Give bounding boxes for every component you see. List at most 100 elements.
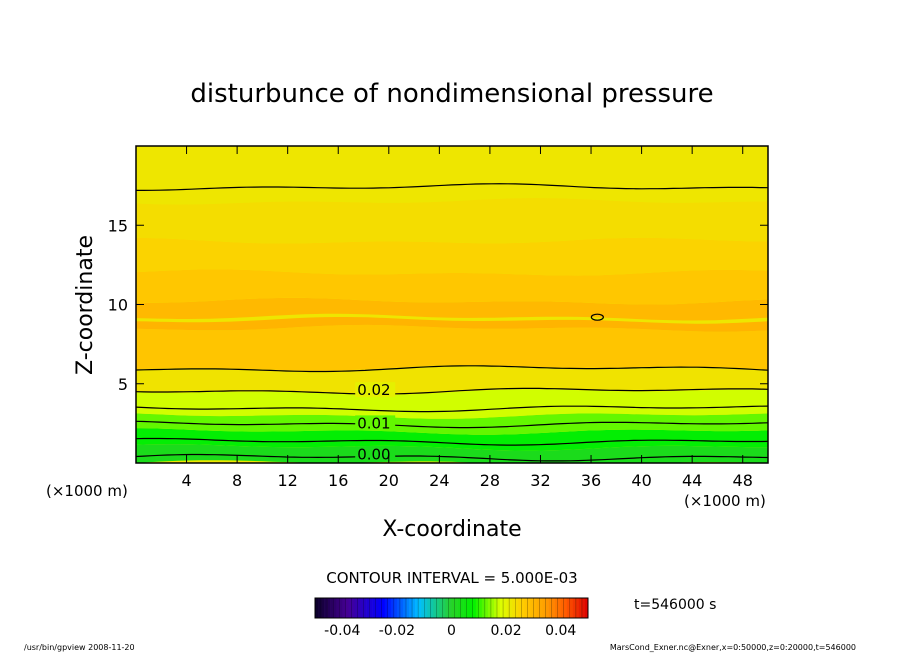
colorbar-cell: [430, 598, 434, 618]
colorbar-cell: [333, 598, 337, 618]
colorbar-cell: [530, 598, 534, 618]
colorbar-cell: [390, 598, 395, 618]
colorbar-cell: [330, 598, 334, 618]
contour-band: [136, 324, 768, 371]
x-axis-label: X-coordinate: [382, 517, 521, 542]
colorbar-cell: [324, 598, 328, 618]
colorbar-cell: [554, 598, 558, 618]
x-tick-label: 12: [278, 471, 298, 490]
colorbar-cell: [566, 598, 571, 618]
x-tick-label: 4: [181, 471, 191, 490]
contour-band: [136, 389, 768, 419]
colorbar-cell: [372, 598, 376, 618]
x-tick-label: 8: [232, 471, 242, 490]
colorbar-cell: [557, 598, 561, 618]
x-tick-label: 16: [328, 471, 348, 490]
x-tick-label: 24: [429, 471, 449, 490]
contour-band: [136, 269, 768, 305]
colorbar-cell: [415, 598, 419, 618]
colorbar-cell: [548, 598, 552, 618]
contour-line: [136, 405, 768, 413]
colorbar-cell: [327, 598, 331, 618]
colorbar-cell: [475, 598, 480, 618]
contour-interval-label: CONTOUR INTERVAL = 5.000E-03: [326, 569, 577, 587]
colorbar-cell: [345, 598, 349, 618]
colorbar-cell: [469, 598, 474, 618]
colorbar-cell: [500, 598, 504, 618]
colorbar-cell: [503, 598, 507, 618]
colorbar-cell: [518, 598, 522, 618]
chart-title: disturbunce of nondimensional pressure: [190, 79, 713, 109]
contour-label: 0.02: [357, 381, 390, 399]
colorbar-cell: [384, 598, 389, 618]
colorbar-cell: [387, 598, 392, 618]
contour-line: [136, 183, 768, 191]
colorbar-cell: [381, 598, 386, 618]
colorbar-cell: [363, 598, 367, 618]
colorbar-tick-labels: -0.04 -0.02 0 0.02 0.04: [324, 623, 576, 639]
colorbar-cell: [497, 598, 501, 618]
contour-band: [136, 297, 768, 321]
x-tick-label: 28: [480, 471, 500, 490]
contour-lines: [136, 183, 768, 462]
colorbar-cell: [539, 598, 543, 618]
colorbar-cell: [409, 598, 413, 618]
colorbar-cell: [466, 598, 470, 618]
contour-band: [136, 198, 768, 244]
colorbar-cell: [348, 598, 352, 618]
colorbar-cell: [527, 598, 531, 618]
x-tick-label: 48: [733, 471, 753, 490]
footer-right: MarsCond_Exner.nc@Exner,x=0:50000,z=0:20…: [610, 643, 856, 652]
contour-label: 0.00: [357, 445, 390, 463]
colorbar-cell: [460, 598, 464, 618]
colorbar-tick-label: 0.04: [545, 623, 576, 639]
colorbar-cell: [542, 598, 546, 618]
colorbar-cell: [524, 598, 528, 618]
contour-line: [136, 365, 768, 373]
x-unit-right: (×1000 m): [684, 492, 766, 510]
colorbar-cell: [448, 598, 452, 618]
contour-line: [136, 387, 768, 395]
colorbar-cell: [321, 598, 325, 618]
x-tick-label: 32: [530, 471, 550, 490]
colorbar-cell: [472, 598, 477, 618]
colorbar-cell: [421, 598, 425, 618]
colorbar-cell: [402, 598, 407, 618]
contour-label-bg: [355, 415, 396, 431]
colorbar-cell: [427, 598, 431, 618]
x-tick-label: 36: [581, 471, 601, 490]
colorbar-cell: [357, 598, 361, 618]
contour-band: [136, 237, 768, 276]
contour-fill: [136, 146, 768, 463]
colorbar-tick-label: -0.04: [324, 623, 360, 639]
colorbar-cell: [481, 598, 486, 618]
colorbar-cell: [406, 598, 410, 618]
colorbar: [314, 598, 589, 618]
y-tick-label: 5: [118, 375, 128, 394]
contour-band: [136, 317, 768, 332]
colorbar-cell: [563, 598, 568, 618]
colorbar-cell: [436, 598, 440, 618]
colorbar-cell: [478, 598, 483, 618]
colorbar-cell: [536, 598, 540, 618]
colorbar-cell: [509, 598, 513, 618]
x-axis-ticks: 4 8 12 16 20 24 28 32 36 40 44 48: [181, 146, 753, 490]
colorbar-tick-label: 0: [447, 623, 456, 639]
contour-band: [136, 413, 768, 435]
contour-line: [136, 420, 768, 429]
y-tick-label: 15: [108, 216, 128, 235]
contour-band: [136, 146, 768, 205]
y-axis-ticks: 5 10 15: [108, 216, 768, 394]
colorbar-cell: [515, 598, 519, 618]
contour-line: [136, 453, 768, 462]
colorbar-cell: [336, 598, 340, 618]
contour-label-bg: [355, 446, 396, 462]
colorbar-cell: [533, 598, 537, 618]
colorbar-cell: [506, 598, 510, 618]
colorbar-cell: [454, 598, 458, 618]
x-unit-left: (×1000 m): [46, 482, 128, 500]
colorbar-cell: [484, 598, 489, 618]
colorbar-cell: [575, 598, 580, 618]
colorbar-cell: [569, 598, 574, 618]
x-tick-label: 40: [631, 471, 651, 490]
